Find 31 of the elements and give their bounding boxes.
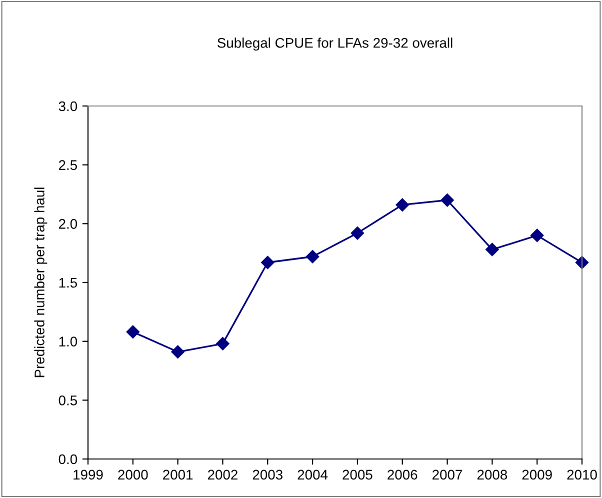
y-tick-label: 2.0 <box>58 219 78 229</box>
x-tick-label: 2006 <box>388 470 418 480</box>
x-tick-label: 2010 <box>567 470 597 480</box>
x-tick-label: 2009 <box>522 470 552 480</box>
y-tick-label: 1.0 <box>59 336 78 347</box>
x-tick-label: 2007 <box>432 470 462 480</box>
point <box>216 337 230 350</box>
x-tick-label: 2004 <box>298 470 328 480</box>
y-axis-title: Predicted number per trap haul <box>34 188 48 378</box>
chart-title: Sublegal CPUE for LFAs 29-32 overall <box>218 38 452 51</box>
y-tick-label: 2.5 <box>58 160 78 170</box>
point <box>306 250 320 264</box>
x-tick-label: 2005 <box>342 470 372 480</box>
x-tick-label: 2000 <box>118 470 148 480</box>
x-tick-label: 2002 <box>208 470 238 480</box>
x-tick-label: 2003 <box>252 470 282 480</box>
y-tick-label: 3.0 <box>58 101 78 112</box>
point <box>261 256 274 270</box>
point <box>396 198 409 212</box>
point <box>126 325 140 339</box>
x-tick-label: 1999 <box>74 470 103 480</box>
y-tick-label: 0.0 <box>58 454 78 464</box>
point <box>171 345 184 359</box>
point <box>530 228 544 242</box>
point <box>350 226 364 240</box>
point <box>440 194 454 207</box>
y-tick-label: 0.5 <box>58 396 78 406</box>
point <box>486 242 499 256</box>
x-tick-label: 2008 <box>477 470 508 480</box>
y-tick-label: 1.5 <box>59 278 78 288</box>
x-tick-label: 2001 <box>163 470 193 480</box>
